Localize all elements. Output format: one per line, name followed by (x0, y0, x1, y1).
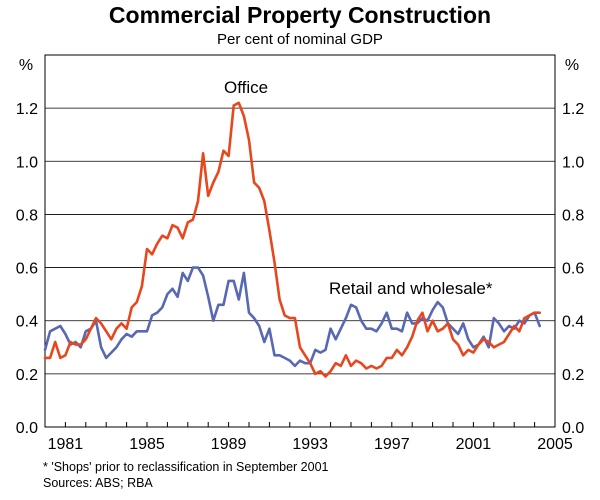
x-tick-label: 1981 (48, 436, 84, 453)
x-tick-label: 2001 (456, 436, 492, 453)
y-tick-label-left: 1.2 (16, 101, 38, 118)
y-tick-label-right: 0.4 (562, 314, 584, 331)
y-tick-label-right: 0.6 (562, 261, 584, 278)
chart-title: Commercial Property Construction (108, 2, 492, 28)
y-tick-label-right: 0.0 (562, 420, 584, 437)
y-tick-label-left: 0.8 (16, 207, 38, 224)
annotation-retail-wholesale: Retail and wholesale* (329, 279, 493, 298)
y-axis-unit-right: % (565, 57, 579, 74)
x-tick-label: 1985 (129, 436, 165, 453)
y-axis-unit-left: % (19, 57, 33, 74)
series-line-office (43, 101, 542, 378)
y-tick-label-right: 0.2 (562, 367, 584, 384)
annotation-office: Office (224, 78, 268, 97)
x-tick-label: 1993 (292, 436, 328, 453)
chart-sources: Sources: ABS; RBA (43, 476, 153, 490)
x-tick-label: 1989 (211, 436, 247, 453)
y-tick-label-left: 0.6 (16, 261, 38, 278)
x-tick-label: 2005 (537, 436, 573, 453)
y-tick-label-right: 1.0 (562, 154, 584, 171)
x-tick-label: 1997 (374, 436, 410, 453)
plot-frame (44, 54, 556, 428)
y-tick-label-left: 0.2 (16, 367, 38, 384)
series-line-retail-wholesale (43, 266, 542, 368)
y-tick-label-left: 0.0 (16, 420, 38, 437)
chart-subtitle: Per cent of nominal GDP (217, 31, 383, 48)
y-tick-label-right: 1.2 (562, 101, 584, 118)
chart-footnote: * 'Shops' prior to reclassification in S… (43, 460, 329, 474)
y-tick-label-left: 0.4 (16, 314, 38, 331)
y-tick-label-right: 0.8 (562, 207, 584, 224)
y-tick-label-left: 1.0 (16, 154, 38, 171)
